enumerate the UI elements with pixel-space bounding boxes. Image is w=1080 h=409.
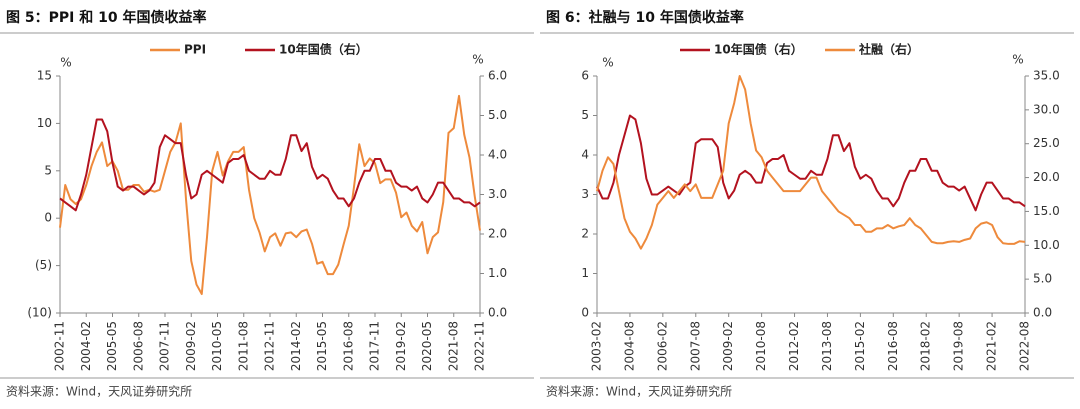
legend-label: PPI (184, 43, 206, 57)
x-tick-label: 2014-02 (289, 321, 303, 371)
x-tick-label: 2004-02 (79, 321, 93, 371)
x-tick-label: 2018-02 (919, 321, 933, 371)
x-tick-label: 2015-05 (315, 321, 329, 371)
y-tick-label: 4 (581, 148, 589, 162)
y2-tick-label: 25.0 (1033, 136, 1060, 150)
x-tick-label: 2016-08 (886, 321, 900, 371)
legend-label: 10年国债（右） (279, 42, 368, 57)
y2-tick-label: 6.0 (488, 69, 507, 83)
y-tick-label: 15 (37, 69, 52, 83)
y2-tick-label: 35.0 (1033, 69, 1060, 83)
x-tick-label: 2022-11 (473, 321, 487, 371)
legend-label: 10年国债（右） (714, 42, 803, 57)
x-tick-label: 2019-08 (952, 321, 966, 371)
x-tick-label: 2002-11 (53, 321, 67, 371)
y-tick-label: 2 (581, 227, 589, 241)
y-tick-label: 6 (581, 69, 589, 83)
x-tick-label: 2006-02 (655, 321, 669, 371)
x-tick-label: 2020-05 (420, 321, 434, 371)
x-tick-label: 2007-08 (688, 321, 702, 371)
chart-title: 图 5：PPI 和 10 年国债收益率 (6, 9, 206, 26)
x-tick-label: 2012-11 (263, 321, 277, 371)
x-tick-label: 2009-02 (184, 321, 198, 371)
y-tick-label: (10) (27, 306, 52, 320)
x-tick-label: 2005-05 (105, 321, 119, 371)
x-tick-label: 2007-11 (158, 321, 172, 371)
x-tick-label: 2009-02 (721, 321, 735, 371)
y2-tick-label: 1.0 (488, 266, 507, 280)
y-tick-label: 10 (37, 116, 52, 130)
x-tick-label: 2022-08 (1018, 321, 1032, 371)
x-tick-label: 2013-08 (820, 321, 834, 371)
source-note: 资料来源：Wind，天风证券研究所 (546, 384, 732, 399)
x-tick-label: 2016-08 (341, 321, 355, 371)
y2-tick-label: 2.0 (488, 227, 507, 241)
y2-tick-label: 30.0 (1033, 102, 1060, 116)
y2-tick-label: 0.0 (488, 306, 507, 320)
series-line (596, 114, 1026, 212)
y-tick-label: 5 (581, 108, 589, 122)
x-tick-label: 2017-11 (368, 321, 382, 371)
y2-tick-label: 0.0 (1033, 306, 1052, 320)
x-tick-label: 2011-08 (236, 321, 250, 371)
x-tick-label: 2021-08 (446, 321, 460, 371)
y-tick-label: 0 (581, 306, 589, 320)
y-unit: % (602, 56, 613, 70)
x-tick-label: 2021-02 (985, 321, 999, 371)
legend-label: 社融（右） (858, 42, 919, 57)
y-tick-label: 5 (44, 163, 52, 177)
x-tick-label: 2006-08 (131, 321, 145, 371)
y2-tick-label: 15.0 (1033, 204, 1060, 218)
y-tick-label: (5) (35, 258, 52, 272)
y2-tick-label: 10.0 (1033, 238, 1060, 252)
x-tick-label: 2003-02 (590, 321, 604, 371)
y2-tick-label: 5.0 (488, 108, 507, 122)
y2-tick-label: 3.0 (488, 187, 507, 201)
series-line (59, 118, 481, 212)
y2-tick-label: 4.0 (488, 148, 507, 162)
source-note: 资料来源：Wind，天风证券研究所 (6, 384, 192, 399)
y2-tick-label: 5.0 (1033, 272, 1052, 286)
x-tick-label: 2015-02 (853, 321, 867, 371)
y2-unit: % (472, 53, 483, 67)
series-line (596, 75, 1026, 250)
x-tick-label: 2019-02 (394, 321, 408, 371)
y2-unit: % (1012, 53, 1023, 67)
x-tick-label: 2010-08 (754, 321, 768, 371)
series-line (59, 94, 481, 296)
y-tick-label: 3 (581, 187, 589, 201)
chart-title: 图 6：社融与 10 年国债收益率 (546, 9, 744, 26)
y-unit: % (60, 56, 71, 70)
y2-tick-label: 20.0 (1033, 170, 1060, 184)
y-tick-label: 0 (44, 211, 52, 225)
x-tick-label: 2010-05 (210, 321, 224, 371)
y-tick-label: 1 (581, 266, 589, 280)
x-tick-label: 2012-02 (787, 321, 801, 371)
x-tick-label: 2004-08 (622, 321, 636, 371)
